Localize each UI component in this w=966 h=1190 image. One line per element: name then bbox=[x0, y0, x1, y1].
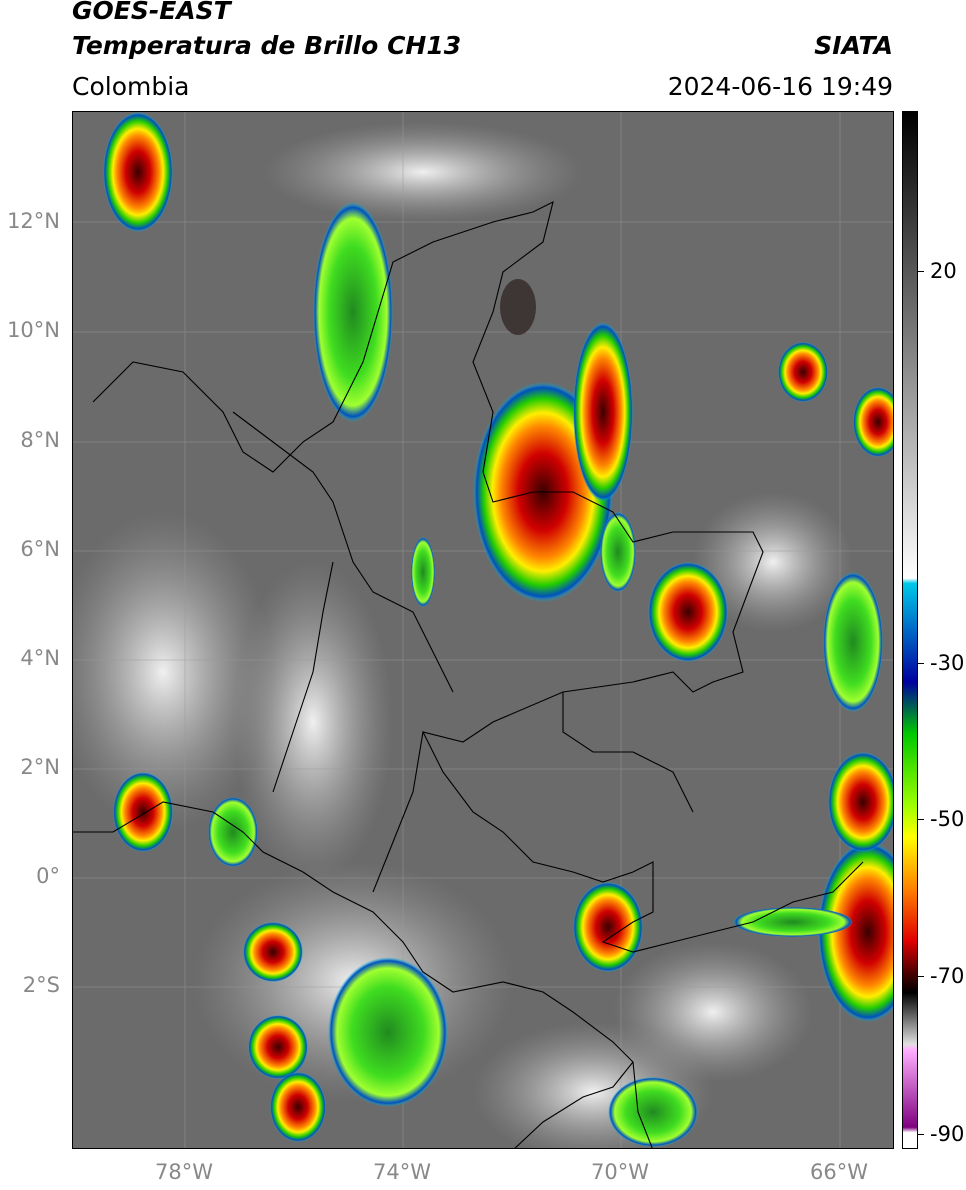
lat-label-10n: 10°N bbox=[7, 318, 60, 342]
cb-label-m70: -70 bbox=[930, 964, 965, 988]
title-region: Colombia bbox=[72, 72, 190, 101]
cb-label-20: 20 bbox=[930, 259, 957, 283]
satellite-map[interactable] bbox=[72, 111, 894, 1149]
lon-label-70w: 70°W bbox=[591, 1160, 649, 1184]
cb-tick-m70 bbox=[918, 976, 924, 977]
cb-tick-m30 bbox=[918, 663, 924, 664]
lat-label-2s: 2°S bbox=[22, 973, 60, 997]
map-canvas bbox=[73, 112, 893, 1148]
lat-label-6n: 6°N bbox=[20, 537, 60, 561]
lat-label-2n: 2°N bbox=[20, 755, 60, 779]
cb-tick-m90 bbox=[918, 1134, 924, 1135]
colorbar-gradient bbox=[903, 112, 917, 1148]
lon-label-74w: 74°W bbox=[373, 1160, 431, 1184]
lat-label-12n: 12°N bbox=[7, 209, 60, 233]
title-satellite: GOES-EAST bbox=[72, 0, 231, 25]
lon-label-66w: 66°W bbox=[810, 1160, 868, 1184]
lat-label-0: 0° bbox=[36, 864, 60, 888]
cb-label-m30: -30 bbox=[930, 651, 965, 675]
title-source: SIATA bbox=[814, 31, 893, 60]
cb-tick-m50 bbox=[918, 819, 924, 820]
cb-label-m90: -90 bbox=[930, 1122, 965, 1146]
colorbar bbox=[902, 111, 918, 1149]
cb-tick-20 bbox=[918, 271, 924, 272]
lat-label-4n: 4°N bbox=[20, 646, 60, 670]
cb-label-m50: -50 bbox=[930, 807, 965, 831]
title-product: Temperatura de Brillo CH13 bbox=[72, 31, 462, 60]
lon-label-78w: 78°W bbox=[155, 1160, 213, 1184]
title-datetime: 2024-06-16 19:49 bbox=[667, 72, 893, 101]
lat-label-8n: 8°N bbox=[20, 428, 60, 452]
